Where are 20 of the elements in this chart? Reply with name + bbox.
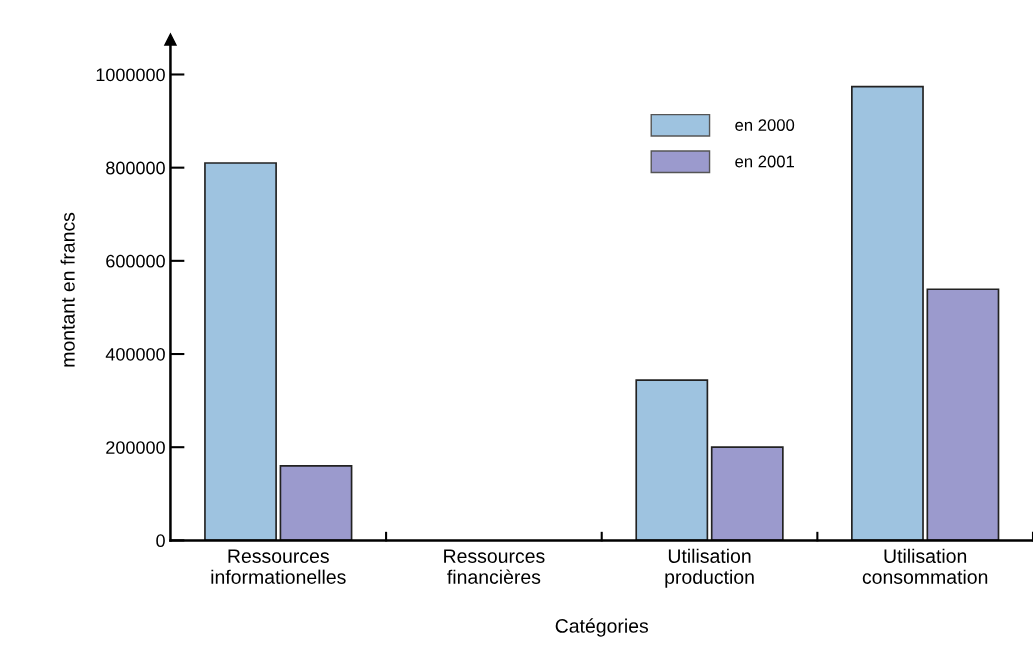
- y-tick-label: 200000: [106, 441, 165, 454]
- x-tick-label: Ressources informationelles: [211, 549, 346, 584]
- y-tick-label: 600000: [106, 254, 165, 268]
- x-axis-title: Catégories: [555, 618, 649, 637]
- legend-label: en 2000: [735, 119, 795, 131]
- bar: [926, 288, 1000, 541]
- bar: [204, 162, 277, 541]
- x-tick-label: Ressources financières: [444, 549, 545, 584]
- legend-label: en 2001: [735, 155, 794, 168]
- bar: [279, 465, 353, 541]
- bar: [851, 85, 924, 541]
- y-tick-label: 400000: [105, 347, 165, 361]
- y-tick-label: 800000: [106, 161, 165, 175]
- x-tick-label: Utilisation consommation: [862, 548, 988, 584]
- bar: [710, 446, 784, 541]
- y-axis-title: montant en francs: [60, 212, 75, 367]
- bar: [635, 379, 709, 541]
- y-tick-label: 0: [156, 534, 165, 548]
- x-tick-label: Utilisation production: [665, 548, 754, 588]
- y-tick-label: 1000000: [96, 68, 165, 82]
